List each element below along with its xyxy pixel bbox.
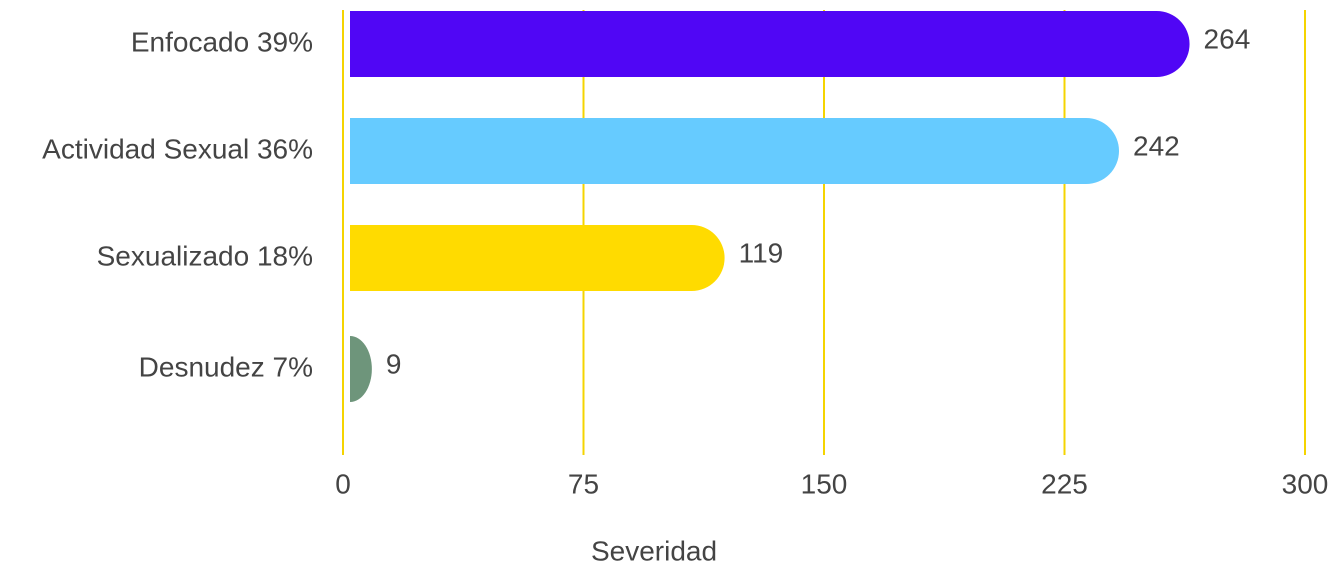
value-label: 242: [1133, 130, 1180, 161]
x-tick-label: 225: [1041, 468, 1088, 499]
x-tick-label: 75: [568, 468, 599, 499]
bar: [350, 11, 1190, 78]
y-tick-label: Enfocado 39%: [131, 26, 313, 57]
x-tick-label: 150: [801, 468, 848, 499]
y-tick-label: Desnudez 7%: [139, 351, 313, 382]
value-label: 9: [386, 348, 402, 379]
y-tick-label: Actividad Sexual 36%: [42, 133, 313, 164]
bar: [350, 225, 725, 291]
x-axis-title: Severidad: [591, 535, 717, 566]
y-tick-label: Sexualizado 18%: [97, 240, 313, 271]
x-tick-label: 0: [335, 468, 351, 499]
value-label: 119: [739, 237, 784, 268]
bar: [350, 118, 1120, 184]
value-label: 264: [1204, 23, 1251, 54]
x-tick-label: 300: [1282, 468, 1329, 499]
bar: [350, 336, 372, 402]
